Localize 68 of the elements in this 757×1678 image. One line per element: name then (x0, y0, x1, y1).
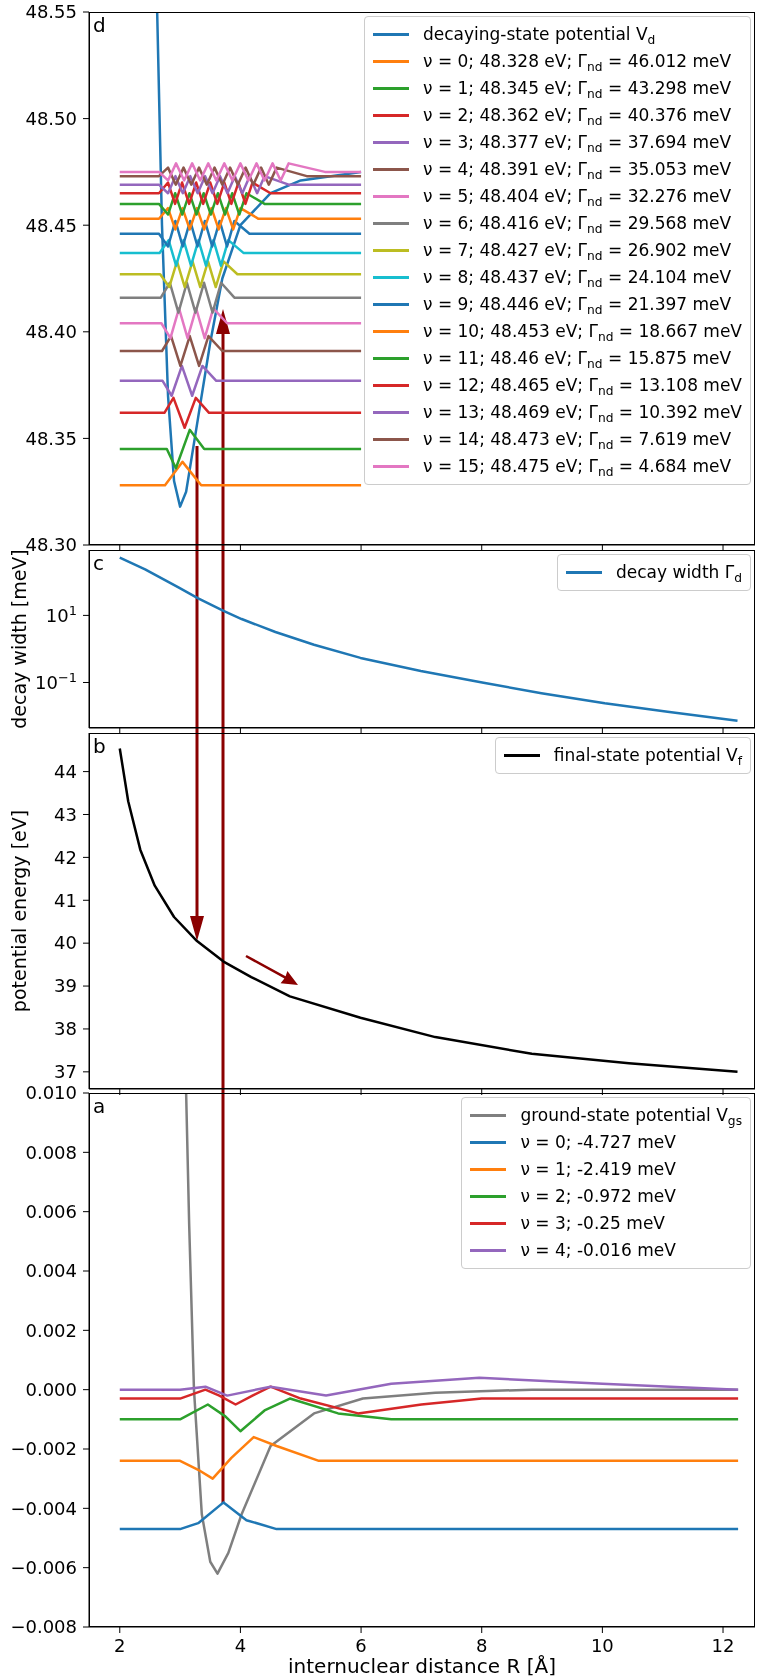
x-tick-label: 10 (590, 1634, 614, 1656)
y-tick-label: 40 (54, 932, 77, 954)
y-tick-label: 38 (54, 1018, 77, 1040)
legend-label: ν = 3; 48.377 eV; Γ$_{nd}$ = 37.694 meV (422, 131, 732, 156)
y-tick-label: 0.010 (25, 1082, 77, 1104)
y-tick-label: 0.006 (25, 1200, 77, 1222)
y-tick-label: 41 (54, 889, 77, 911)
y-tick-label: 10$^{1}$ (45, 602, 77, 626)
y-tick-label: 39 (54, 975, 77, 997)
line-series (118, 1435, 740, 1480)
y-tick-label: 43 (54, 803, 77, 825)
y-tick-label: 0.000 (25, 1378, 77, 1400)
y-tick-label: 0.008 (25, 1141, 77, 1163)
x-axis-title: internuclear distance R [Å] (288, 1654, 556, 1678)
legend-label: ν = 11; 48.46 eV; Γ$_{nd}$ = 15.875 meV (422, 347, 732, 372)
y-tick-label: 0.002 (25, 1319, 77, 1341)
legend-label: ν = 5; 48.404 eV; Γ$_{nd}$ = 32.276 meV (422, 185, 732, 210)
legend-label: ν = 2; 48.362 eV; Γ$_{nd}$ = 40.376 meV (422, 104, 732, 129)
legend-label: ν = 15; 48.475 eV; Γ$_{nd}$ = 4.684 meV (422, 455, 732, 480)
legend-label: ν = 8; 48.437 eV; Γ$_{nd}$ = 24.104 meV (422, 266, 732, 291)
y-tick-label: 48.55 (25, 1, 77, 23)
x-tick-label: 8 (476, 1634, 488, 1656)
legend-label: decay width Γ$_{d}$ (616, 561, 742, 586)
annotation: c (93, 551, 104, 575)
x-tick-label: 12 (711, 1634, 735, 1656)
legend-label: ν = 9; 48.446 eV; Γ$_{nd}$ = 21.397 meV (422, 293, 732, 318)
line-series (118, 1501, 740, 1531)
legend-label: ν = 6; 48.416 eV; Γ$_{nd}$ = 29.568 meV (422, 212, 732, 237)
y-tick-label: 10$^{−1}$ (34, 669, 77, 693)
legend-label: ν = 7; 48.427 eV; Γ$_{nd}$ = 26.902 meV (422, 239, 732, 264)
y-tick-label: 48.35 (25, 427, 77, 449)
y-tick-label: −0.008 (10, 1616, 77, 1638)
legend-label: ν = 1; -2.419 meV (520, 1158, 676, 1181)
legend-label: ν = 0; 48.328 eV; Γ$_{nd}$ = 46.012 meV (422, 50, 732, 75)
y-tick-label: 0.004 (25, 1260, 77, 1282)
y-axis-title: decay width [meV] (8, 549, 30, 729)
y-tick-label: 42 (54, 846, 77, 868)
line-series (118, 1385, 740, 1415)
y-tick-label: −0.004 (10, 1497, 77, 1519)
legend-label: ν = 2; -0.972 meV (520, 1185, 676, 1208)
legend-label: final-state potential V$_{f}$ (553, 744, 742, 769)
y-tick-label: 48.40 (25, 321, 77, 343)
legend-label: ν = 12; 48.465 eV; Γ$_{nd}$ = 13.108 meV (422, 374, 742, 399)
legend-label: ν = 10; 48.453 eV; Γ$_{nd}$ = 18.667 meV (422, 320, 742, 345)
legend-label: decaying-state potential V$_{d}$ (422, 23, 656, 48)
annotation: d (93, 13, 106, 37)
legend-label: ν = 14; 48.473 eV; Γ$_{nd}$ = 7.619 meV (422, 428, 732, 453)
line-series (118, 1376, 740, 1397)
x-tick-label: 6 (355, 1634, 367, 1656)
line-series (118, 1397, 740, 1433)
y-tick-label: 48.45 (25, 214, 77, 236)
annotation: b (93, 734, 106, 758)
legend-label: ν = 4; -0.016 meV (520, 1239, 676, 1262)
y-axis-title: potential energy [eV] (8, 809, 30, 1013)
legend-label: ν = 4; 48.391 eV; Γ$_{nd}$ = 35.053 meV (422, 158, 732, 183)
y-tick-label: 44 (54, 760, 77, 782)
y-tick-label: −0.006 (10, 1556, 77, 1578)
y-tick-label: −0.002 (10, 1438, 77, 1460)
legend-label: ν = 0; -4.727 meV (520, 1131, 676, 1154)
x-tick-label: 2 (114, 1634, 126, 1656)
legend-label: ν = 3; -0.25 meV (520, 1212, 665, 1235)
x-tick-label: 4 (234, 1634, 247, 1656)
legend-label: ν = 13; 48.469 eV; Γ$_{nd}$ = 10.392 meV (422, 401, 742, 426)
y-tick-label: 37 (54, 1061, 77, 1083)
legend-label: ground-state potential V$_{gs}$ (520, 1104, 742, 1129)
y-tick-label: 48.50 (25, 107, 77, 129)
annotation: a (93, 1094, 106, 1118)
legend-label: ν = 1; 48.345 eV; Γ$_{nd}$ = 43.298 meV (422, 77, 732, 102)
